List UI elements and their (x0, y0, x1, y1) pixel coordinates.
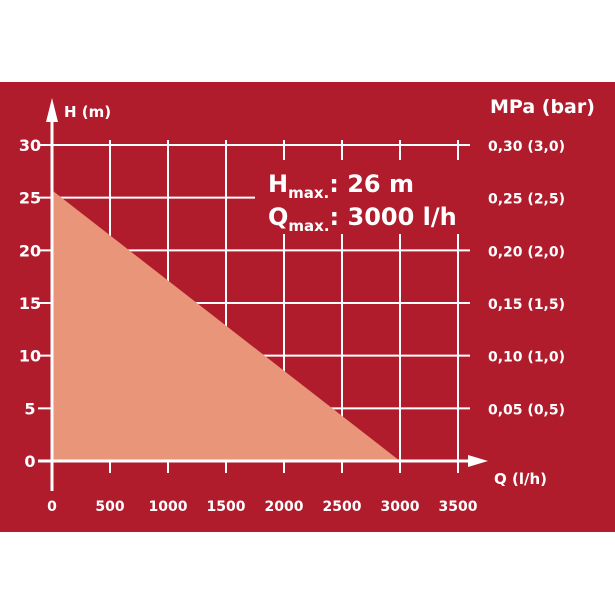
y2-tick-label: 0,15 (1,5) (488, 297, 565, 313)
x-tick-label: 500 (95, 499, 124, 515)
x-tick-label: 3500 (439, 499, 478, 515)
y-tick-label: 0 (24, 452, 35, 471)
y2-tick-label: 0,05 (0,5) (488, 402, 565, 418)
axes (38, 98, 488, 491)
y-axis-arrow-icon (46, 98, 58, 122)
y-axis-label: H (m) (64, 103, 111, 121)
tick-labels: 0 500 1000 1500 2000 2500 3000 3500 0 5 10 15 20 25 30… (19, 136, 565, 515)
y-tick-label: 5 (24, 399, 35, 418)
y-tick-label: 10 (19, 347, 41, 366)
y-tick-label: 25 (19, 189, 41, 208)
x-tick-label: 1000 (149, 499, 188, 515)
y-tick-label: 15 (19, 294, 41, 313)
annotation-background (255, 160, 470, 234)
x-tick-label: 3000 (381, 499, 420, 515)
x-axis-label: Q (l/h) (494, 470, 547, 488)
x-tick-label: 2000 (265, 499, 304, 515)
performance-area (52, 190, 400, 461)
x-tick-label: 2500 (323, 499, 362, 515)
y2-tick-label: 0,25 (2,5) (488, 192, 565, 208)
x-axis-arrow-icon (468, 455, 488, 467)
y2-tick-label: 0,30 (3,0) (488, 139, 565, 155)
y2-axis-label: MPa (bar) (490, 96, 595, 118)
hmax-annotation: Hmax.: 26 m (268, 170, 414, 202)
x-tick-label: 1500 (207, 499, 246, 515)
y2-tick-label: 0,10 (1,0) (488, 350, 565, 366)
y2-tick-label: 0,20 (2,0) (488, 244, 565, 260)
qmax-annotation: Qmax.: 3000 l/h (268, 203, 457, 235)
y-tick-label: 20 (19, 241, 41, 260)
x-tick-label: 0 (47, 499, 57, 515)
y-tick-label: 30 (19, 136, 41, 155)
